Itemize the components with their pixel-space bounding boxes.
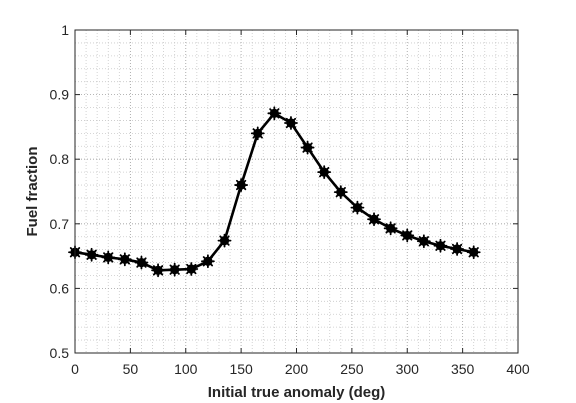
data-point <box>284 116 298 130</box>
data-point-spoke <box>451 243 463 255</box>
data-point <box>234 178 249 192</box>
x-tick-label: 200 <box>285 361 309 377</box>
data-point <box>466 245 481 260</box>
data-point <box>300 140 315 155</box>
x-tick-label: 150 <box>229 361 253 377</box>
x-axis-title: Initial true anomaly (deg) <box>208 384 386 401</box>
data-point <box>84 247 99 262</box>
data-point <box>217 233 232 248</box>
data-point <box>450 242 464 256</box>
data-point-spoke <box>368 214 380 225</box>
data-point <box>383 221 398 236</box>
data-point-spoke <box>169 264 180 275</box>
x-tick-label: 250 <box>340 361 364 377</box>
y-tick-label: 0.5 <box>50 345 70 361</box>
data-point-spoke <box>86 249 97 260</box>
x-tick-label: 300 <box>396 361 420 377</box>
y-tick-label: 1 <box>61 22 69 38</box>
data-point <box>400 228 415 243</box>
x-tick-label: 0 <box>71 361 79 377</box>
data-point <box>167 262 182 277</box>
data-point <box>333 185 348 200</box>
data-point <box>433 238 448 253</box>
data-point-spoke <box>418 236 430 247</box>
plot-area <box>75 30 518 353</box>
data-point <box>101 250 116 265</box>
data-point <box>200 254 215 269</box>
data-point-spoke <box>302 142 313 153</box>
data-point-spoke <box>435 240 446 251</box>
data-point <box>350 200 365 215</box>
x-tick-label: 100 <box>174 361 198 377</box>
data-point-spoke <box>152 265 164 276</box>
y-tick-label: 0.7 <box>50 216 70 232</box>
data-point <box>151 263 165 278</box>
data-point <box>416 234 431 249</box>
data-point <box>134 255 149 270</box>
data-point-spoke <box>335 187 346 198</box>
data-point <box>317 165 332 180</box>
data-point-spoke <box>252 128 263 139</box>
y-tick-label: 0.9 <box>50 87 70 103</box>
x-axis-ticks: 0 50 100 150 200 250 300 350 400 <box>71 30 530 377</box>
data-point-spoke <box>119 254 130 265</box>
data-point <box>267 106 282 121</box>
data-point-spoke <box>202 256 214 267</box>
data-point-spoke <box>402 230 413 241</box>
y-axis-title: Fuel fraction <box>24 146 41 236</box>
x-tick-label: 50 <box>123 361 139 377</box>
data-point <box>250 126 265 141</box>
data-point <box>367 212 381 227</box>
data-point-spoke <box>235 179 247 191</box>
data-point <box>117 252 132 267</box>
data-point-spoke <box>352 202 363 213</box>
y-tick-label: 0.6 <box>50 280 70 296</box>
data-point-spoke <box>319 166 330 178</box>
data-point-spoke <box>285 117 297 129</box>
data-point <box>184 262 199 276</box>
x-tick-label: 350 <box>451 361 475 377</box>
data-point-spoke <box>269 108 280 119</box>
data-point-spoke <box>103 252 114 263</box>
data-point-spoke <box>136 257 147 268</box>
x-tick-label: 400 <box>506 361 530 377</box>
y-tick-label: 0.8 <box>50 151 70 167</box>
data-point-spoke <box>219 235 230 246</box>
data-point-spoke <box>468 247 479 258</box>
y-axis-ticks: 0.5 0.6 0.7 0.8 0.9 1 <box>50 22 518 361</box>
data-point-spoke <box>186 263 197 275</box>
data-point-spoke <box>385 223 396 234</box>
